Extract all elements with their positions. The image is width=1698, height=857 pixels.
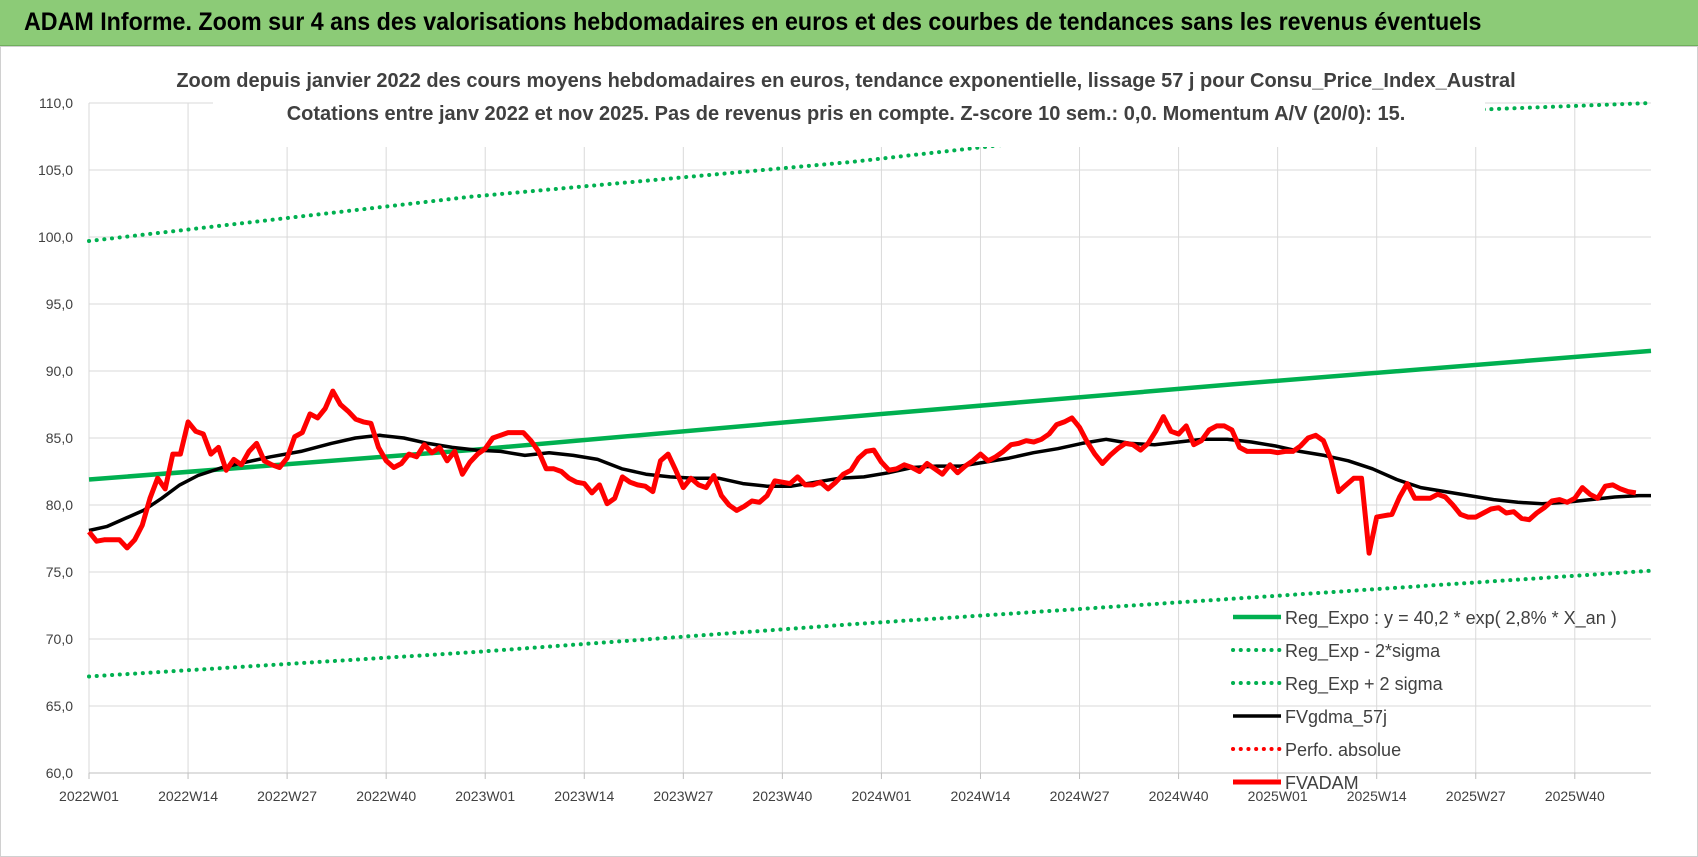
x-tick-label: 2023W27 [653,788,713,804]
x-tick-label: 2022W40 [356,788,416,804]
series-line-fvadam [87,388,1637,556]
legend-label-reg-expo-y-40-2-exp-2-8-x-an: Reg_Expo : y = 40,2 * exp( 2,8% * X_an ) [1285,608,1617,629]
y-tick-label: 80,0 [46,497,73,513]
chart-area: 60,0 65,0 70,0 75,0 80,0 85,0 90,0 95,0 100,0 105… [0,46,1698,857]
report-title: ADAM Informe. Zoom sur 4 ans des valoris… [24,8,1482,36]
y-tick-label: 105,0 [38,162,73,178]
chart-subtitle: Cotations entre janv 2022 et nov 2025. P… [287,103,1406,125]
legend-label-fvgdma-57j: FVgdma_57j [1285,707,1387,728]
x-tick-label: 2024W27 [1050,788,1110,804]
x-tick-label: 2023W01 [455,788,515,804]
x-tick-label: 2023W14 [554,788,614,804]
series-group [87,101,1653,679]
series-line-reg-expo-y-40-2-exp-2-8-x-an [88,348,1652,482]
y-tick-label: 65,0 [46,698,73,714]
x-tick-label: 2022W01 [59,788,119,804]
title-box [213,67,1485,147]
x-tick-label: 2025W01 [1248,788,1308,804]
legend-label-perfo-absolue: Perfo. absolue [1285,740,1401,760]
x-tick-label: 2023W40 [752,788,812,804]
series-line-fvgdma-57j [88,433,1651,533]
series-line-reg-exp-2-sigma [87,101,1653,243]
x-tick-label: 2022W14 [158,788,218,804]
legend-label-reg-exp-2-sigma: Reg_Exp - 2*sigma [1285,641,1441,662]
chart-background [1,47,1697,856]
report-header: ADAM Informe. Zoom sur 4 ans des valoris… [0,0,1698,46]
legend: Reg_Expo : y = 40,2 * exp( 2,8% * X_an )… [1231,608,1617,793]
y-tick-label: 90,0 [46,363,73,379]
x-tick-label: 2024W14 [951,788,1011,804]
line-chart: 60,0 65,0 70,0 75,0 80,0 85,0 90,0 95,0 100,0 105… [1,47,1697,856]
x-axis: 2022W01 2022W14 2022W27 2022W40 2023W01 2023W… [59,772,1651,804]
x-tick-label: 2022W27 [257,788,317,804]
legend-label-reg-exp-2-sigma: Reg_Exp + 2 sigma [1285,674,1444,695]
x-tick-label: 2024W40 [1149,788,1209,804]
y-tick-label: 70,0 [46,631,73,647]
x-tick-label: 2025W40 [1545,788,1605,804]
y-tick-label: 60,0 [46,765,73,781]
y-axis: 60,0 65,0 70,0 75,0 80,0 85,0 90,0 95,0 100,0 105… [38,95,73,781]
chart-title: Zoom depuis janvier 2022 des cours moyen… [176,70,1515,92]
x-tick-label: 2024W01 [851,788,911,804]
legend-label-fvadam: FVADAM [1285,773,1359,793]
x-tick-label: 2025W27 [1446,788,1506,804]
y-tick-label: 85,0 [46,430,73,446]
y-tick-label: 100,0 [38,229,73,245]
series-line-reg-exp-2-sigma [87,568,1653,679]
y-tick-label: 95,0 [46,296,73,312]
y-tick-label: 110,0 [39,95,73,111]
y-tick-label: 75,0 [46,564,73,580]
x-tick-label: 2025W14 [1347,788,1407,804]
